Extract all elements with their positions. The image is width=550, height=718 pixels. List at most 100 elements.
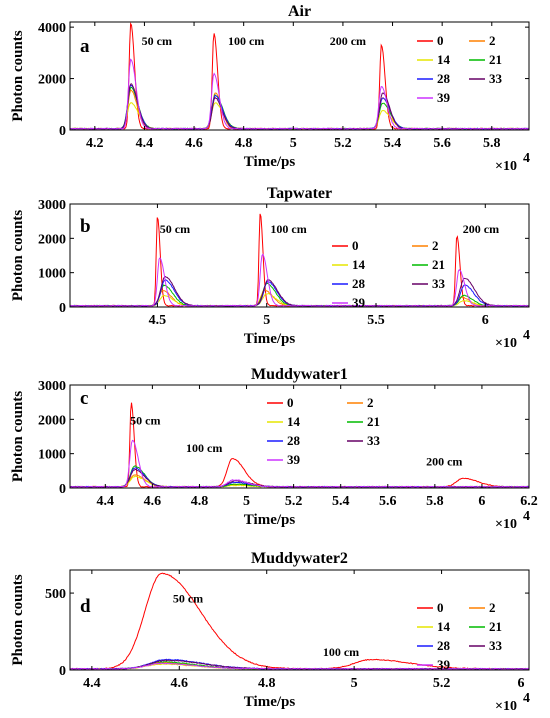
legend-label: 39 [437, 90, 451, 105]
legend-label: 28 [437, 71, 451, 86]
legend-label: 28 [287, 433, 301, 448]
x-tick-label: 5.4 [332, 494, 350, 509]
x-tick-label: 4.8 [258, 676, 276, 691]
legend-label: 39 [352, 295, 366, 310]
y-axis-label: Photon counts [10, 30, 26, 121]
y-axis-label: Photon counts [10, 210, 26, 301]
distance-annotation: 50 cm [173, 591, 203, 605]
legend-label: 14 [287, 414, 301, 429]
axes-frame [69, 203, 530, 308]
x-multiplier: ×10 [495, 517, 517, 532]
x-tick-label: 4.4 [97, 494, 115, 509]
y-tick-label: 1000 [38, 448, 66, 463]
x-tick-label: 4.6 [171, 676, 189, 691]
panel-title: Muddywater2 [251, 550, 348, 567]
distance-annotation: 50 cm [160, 222, 190, 236]
x-tick-label: 6 [518, 676, 525, 691]
y-tick-label: 3000 [38, 198, 66, 213]
legend-label: 2 [367, 395, 374, 410]
legend-label: 14 [352, 257, 366, 272]
series-line-39 [70, 58, 529, 130]
legend-label: 39 [287, 452, 301, 467]
x-tick-label: 5.6 [433, 136, 451, 151]
x-tick-label: 4.2 [86, 136, 104, 151]
legend-label: 21 [489, 619, 502, 634]
x-tick-label: 4.8 [191, 494, 209, 509]
legend-label: 21 [489, 52, 502, 67]
legend-label: 33 [367, 433, 381, 448]
series-line-14 [70, 475, 529, 488]
y-axis-label: Photon counts [10, 391, 26, 482]
x-tick-label: 5 [351, 676, 358, 691]
x-tick-label: 5.2 [285, 494, 303, 509]
panel-letter: d [80, 596, 91, 617]
plot-area [70, 22, 529, 130]
legend: 0 2 14 21 28 33 39 [417, 600, 503, 672]
legend-label: 0 [287, 395, 294, 410]
series-line-2 [70, 474, 529, 488]
x-tick-label: 6 [478, 494, 485, 509]
x-multiplier: ×10 [495, 336, 517, 351]
legend-label: 2 [489, 33, 496, 48]
legend-label: 21 [432, 257, 445, 272]
legend-label: 28 [352, 276, 366, 291]
y-axis-label: Photon counts [10, 574, 26, 665]
x-tick-label: 5.8 [426, 494, 444, 509]
legend-label: 14 [437, 619, 451, 634]
x-tick-label: 5.8 [483, 136, 501, 151]
x-tick-label: 5.6 [379, 494, 397, 509]
legend-label: 0 [437, 600, 444, 615]
distance-annotation: 100 cm [186, 441, 222, 455]
distance-annotation: 50 cm [130, 413, 160, 427]
x-tick-label: 6 [482, 313, 489, 328]
y-tick-label: 0 [59, 301, 66, 316]
x-tick-label: 4.4 [136, 136, 154, 151]
axes-frame [69, 569, 530, 671]
legend-label: 2 [489, 600, 496, 615]
panel-title: Air [288, 3, 311, 20]
legend-label: 33 [432, 276, 446, 291]
legend-label: 33 [489, 638, 503, 653]
series-line-39 [70, 439, 529, 488]
y-tick-label: 2000 [38, 413, 66, 428]
x-tick-label: 5.2 [334, 136, 352, 151]
y-tick-label: 1000 [38, 267, 66, 282]
legend-label: 2 [432, 238, 439, 253]
series-line-0 [70, 572, 529, 670]
y-tick-label: 2000 [38, 232, 66, 247]
legend-label: 33 [489, 71, 503, 86]
x-multiplier-exponent: 4 [523, 509, 530, 524]
y-tick-label: 0 [59, 124, 66, 139]
x-tick-label: 4.6 [144, 494, 162, 509]
x-tick-label: 5.4 [384, 136, 402, 151]
panel-letter: a [80, 36, 90, 57]
axes-frame [69, 21, 530, 131]
panel-letter: c [80, 388, 88, 409]
plot-area [70, 572, 529, 670]
y-tick-label: 0 [59, 664, 66, 679]
x-tick-label: 6.2 [520, 494, 538, 509]
x-axis-label: Time/ps [244, 694, 296, 710]
distance-annotation: 50 cm [142, 34, 172, 48]
legend-label: 39 [437, 657, 451, 672]
x-multiplier-exponent: 4 [523, 151, 530, 166]
x-tick-label: 4.8 [235, 136, 253, 151]
panel-letter: b [80, 216, 91, 237]
legend-label: 0 [437, 33, 444, 48]
distance-annotation: 200 cm [426, 455, 462, 469]
x-multiplier: ×10 [495, 699, 517, 714]
legend-label: 0 [352, 238, 359, 253]
legend: 0 2 14 21 28 33 39 [417, 33, 503, 105]
legend: 0 2 14 21 28 33 39 [267, 395, 381, 467]
x-axis-label: Time/ps [244, 512, 296, 528]
legend-label: 21 [367, 414, 380, 429]
x-multiplier-exponent: 4 [523, 691, 530, 706]
y-tick-label: 500 [45, 587, 66, 602]
x-tick-label: 5 [263, 313, 270, 328]
x-multiplier: ×10 [495, 159, 517, 174]
plot-area [70, 402, 529, 488]
plot-area [70, 213, 529, 307]
y-tick-label: 4000 [38, 21, 66, 36]
x-tick-label: 5 [243, 494, 250, 509]
